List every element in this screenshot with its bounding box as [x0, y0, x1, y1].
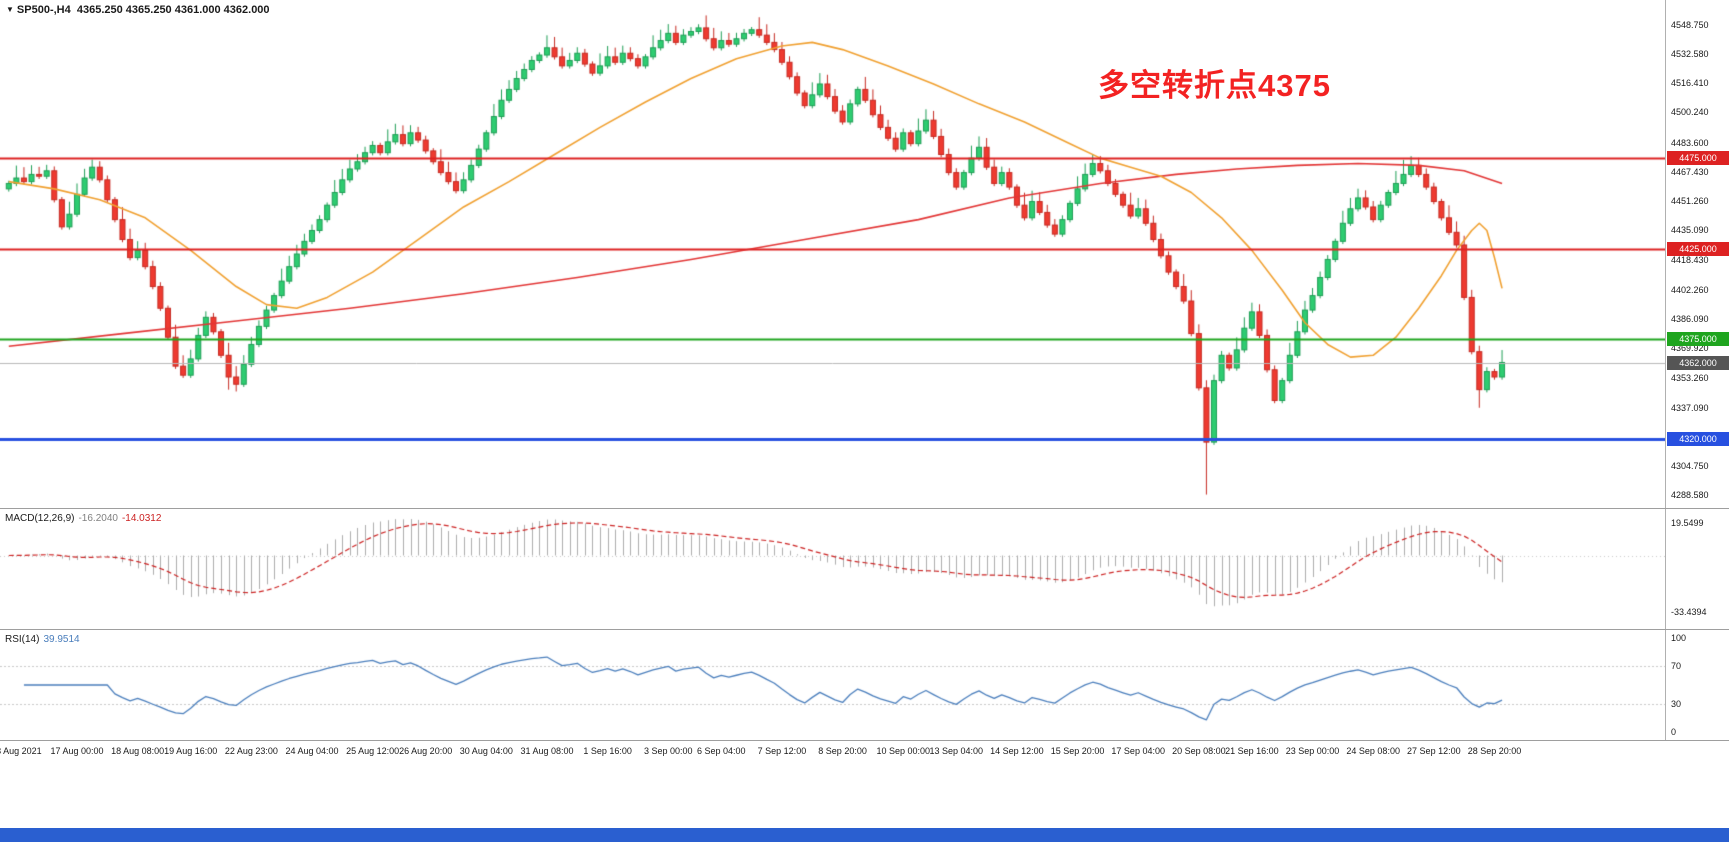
time-label: 28 Sep 20:00 — [1467, 746, 1522, 756]
time-label: 22 Aug 23:00 — [224, 746, 278, 756]
time-label: 17 Sep 04:00 — [1111, 746, 1165, 756]
time-label: 19 Aug 16:00 — [164, 746, 218, 756]
time-label: 30 Aug 04:00 — [459, 746, 513, 756]
price-tick: 4402.260 — [1671, 284, 1709, 295]
rsi-indicator-label: RSI(14) 39.9514 — [5, 634, 80, 645]
macd-axis[interactable]: 19.5499 -33.4394 — [1665, 509, 1729, 629]
collapse-arrow-icon[interactable]: ▼ — [6, 5, 14, 14]
time-label: 21 Sep 16:00 — [1225, 746, 1279, 756]
annotation-text: 多空转折点4375 — [1098, 68, 1331, 103]
time-label: 6 Sep 04:00 — [697, 746, 746, 756]
price-level-badge: 4425.000 — [1667, 241, 1729, 256]
price-tick: 4369.920 — [1671, 343, 1709, 354]
rsi-panel-canvas[interactable] — [0, 630, 1665, 740]
rsi-tick: 100 — [1671, 633, 1687, 643]
price-level-badge: 4320.000 — [1667, 431, 1729, 446]
macd-tick: -33.4394 — [1671, 606, 1707, 617]
rsi-tick: 70 — [1671, 661, 1682, 672]
rsi-tick: 30 — [1671, 698, 1682, 709]
time-label: 23 Sep 00:00 — [1285, 746, 1340, 756]
symbol-timeframe-label: SP500-,H4 — [16, 4, 71, 16]
price-tick: 4353.260 — [1671, 373, 1709, 384]
price-level-badge: 4475.000 — [1667, 151, 1729, 166]
price-tick: 4304.750 — [1671, 461, 1709, 472]
time-label: 18 Aug 08:00 — [111, 746, 165, 756]
time-label: 25 Aug 12:00 — [346, 746, 400, 756]
price-tick: 4386.090 — [1671, 313, 1709, 324]
panel-separator[interactable] — [0, 629, 1729, 630]
time-label: 17 Aug 00:00 — [50, 746, 104, 756]
macd-panel-canvas[interactable] — [0, 509, 1665, 629]
price-chart-canvas[interactable] — [0, 0, 1665, 508]
price-tick: 4500.240 — [1671, 107, 1709, 118]
rsi-name: RSI(14) — [5, 634, 40, 645]
ohlc-readout: 4365.250 4365.250 4361.000 4362.000 — [76, 4, 270, 16]
panel-separator[interactable] — [0, 508, 1729, 509]
price-level-badge: 4375.000 — [1667, 332, 1729, 346]
macd-name: MACD(12,26,9) — [5, 513, 75, 524]
time-label: 10 Sep 00:00 — [876, 746, 930, 756]
price-tick: 4337.090 — [1671, 402, 1709, 413]
price-tick: 4516.410 — [1671, 78, 1709, 89]
price-tick: 4548.750 — [1671, 19, 1709, 30]
time-label: 20 Sep 08:00 — [1172, 746, 1226, 756]
time-label: 13 Aug 2021 — [0, 746, 42, 756]
macd-tick: 19.5499 — [1671, 517, 1704, 528]
time-label: 15 Sep 20:00 — [1050, 746, 1105, 756]
price-tick: 4418.430 — [1671, 255, 1709, 266]
time-label: 31 Aug 08:00 — [520, 746, 574, 756]
price-axis[interactable]: 4548.750 4532.580 4516.410 4500.240 4483.600… — [1665, 0, 1729, 508]
macd-indicator-label: MACD(12,26,9) -16.2040 -14.0312 — [5, 513, 161, 524]
price-tick: 4288.580 — [1671, 490, 1709, 501]
chart-header: ▼ SP500-,H4 4365.250 4365.250 4361.000 43… — [6, 4, 270, 16]
time-label: 24 Aug 04:00 — [285, 746, 339, 756]
current-price-badge: 4362.000 — [1667, 355, 1729, 370]
time-label: 24 Sep 08:00 — [1346, 746, 1400, 756]
price-tick: 4467.430 — [1671, 166, 1709, 177]
time-label: 8 Sep 20:00 — [818, 746, 867, 756]
macd-value-main: -16.2040 — [78, 513, 118, 524]
rsi-axis[interactable]: 100 70 30 0 — [1665, 630, 1729, 740]
time-label: 26 Aug 20:00 — [399, 746, 453, 756]
time-label: 14 Sep 12:00 — [990, 746, 1044, 756]
price-tick: 4435.090 — [1671, 225, 1709, 236]
time-label: 7 Sep 12:00 — [757, 746, 807, 756]
taskbar-strip[interactable] — [0, 828, 1729, 842]
rsi-tick: 0 — [1671, 727, 1677, 737]
price-tick: 4451.260 — [1671, 196, 1709, 207]
time-label: 27 Sep 12:00 — [1407, 746, 1461, 756]
time-label: 13 Sep 04:00 — [929, 746, 984, 756]
rsi-value: 39.9514 — [43, 634, 80, 645]
price-tick: 4532.580 — [1671, 48, 1709, 59]
time-label: 3 Sep 00:00 — [643, 746, 693, 756]
macd-value-signal: -14.0312 — [121, 513, 162, 524]
price-tick: 4483.600 — [1671, 137, 1709, 148]
time-label: 1 Sep 16:00 — [583, 746, 632, 756]
